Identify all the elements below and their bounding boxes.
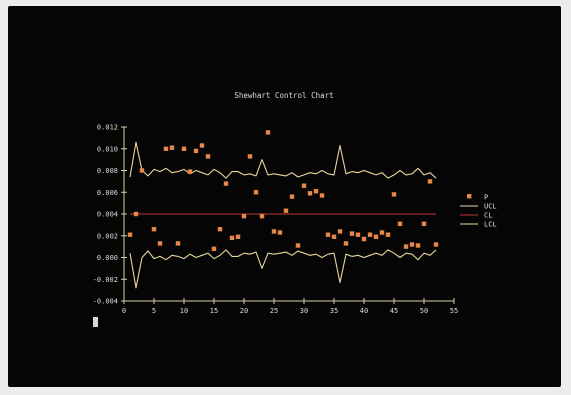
data-point — [169, 145, 175, 150]
x-tick-label: 30 — [300, 307, 308, 315]
data-point — [355, 232, 361, 237]
x-tick-label: 55 — [450, 307, 458, 315]
data-point — [391, 192, 397, 197]
data-point — [139, 168, 145, 173]
legend-marker-p — [467, 194, 472, 199]
data-point — [421, 221, 427, 226]
data-point — [205, 154, 211, 159]
data-point — [199, 143, 205, 148]
text-cursor — [93, 317, 98, 327]
data-point — [247, 154, 253, 159]
data-point — [415, 243, 421, 248]
x-tick-label: 15 — [210, 307, 218, 315]
data-point — [151, 227, 157, 232]
data-point — [349, 231, 355, 236]
data-point — [307, 191, 313, 196]
data-point — [271, 229, 277, 234]
x-tick-label: 20 — [240, 307, 248, 315]
data-point — [409, 242, 415, 247]
data-point — [181, 146, 187, 151]
data-point — [331, 234, 337, 239]
x-tick-label: 25 — [270, 307, 278, 315]
data-point — [367, 232, 373, 237]
data-point — [397, 221, 403, 226]
data-point — [337, 229, 343, 234]
data-point — [187, 169, 193, 174]
data-point — [223, 181, 229, 186]
data-point — [283, 208, 289, 213]
y-tick-label: 0.004 — [97, 211, 118, 219]
y-tick-label: -0.004 — [93, 298, 118, 306]
data-point — [259, 214, 265, 219]
data-point — [433, 242, 439, 247]
data-point — [265, 130, 271, 135]
control-chart: Shewhart Control Chart 0.0120.0100.0080.… — [93, 91, 497, 316]
data-point — [157, 241, 163, 246]
y-tick-label: 0.006 — [97, 189, 118, 197]
legend-label-p: P — [484, 194, 488, 202]
legend-label-ucl: UCL — [484, 203, 497, 211]
data-point — [427, 179, 433, 184]
data-point — [379, 230, 385, 235]
data-point — [295, 243, 301, 248]
legend-label-lcl: LCL — [484, 221, 497, 229]
data-point — [211, 246, 217, 251]
y-tick-label: 0.012 — [97, 124, 118, 132]
y-tick-label: 0.010 — [97, 145, 118, 153]
data-point — [361, 236, 367, 242]
chart-title: Shewhart Control Chart — [234, 91, 333, 100]
data-point — [127, 232, 133, 237]
legend-label-cl: CL — [484, 212, 492, 220]
data-point — [229, 235, 235, 241]
data-point — [133, 211, 139, 217]
y-tick-label: 0.000 — [97, 254, 118, 262]
data-point — [325, 232, 331, 237]
data-point — [253, 190, 259, 195]
x-tick-label: 35 — [330, 307, 338, 315]
x-tick-label: 50 — [420, 307, 428, 315]
x-tick-label: 40 — [360, 307, 368, 315]
data-point — [319, 193, 325, 198]
x-tick-label: 5 — [152, 307, 156, 315]
series-lcl-line — [129, 249, 437, 289]
data-point — [301, 183, 307, 188]
data-point — [385, 232, 391, 237]
y-tick-label: -0.002 — [93, 276, 118, 284]
data-point — [403, 244, 409, 249]
crt-screen: Shewhart Control Chart 0.012 0.010 0.008 0.… — [8, 6, 561, 387]
data-point — [289, 194, 295, 199]
data-point — [235, 234, 241, 239]
data-point — [175, 241, 181, 246]
x-tick-label: 0 — [122, 307, 126, 315]
data-point — [217, 227, 223, 232]
plot-area: 0.012 0.010 0.008 0.006 0.004 0.002 0.000 -0.00… — [93, 124, 459, 316]
data-point — [373, 234, 379, 239]
data-point — [163, 146, 169, 151]
data-point — [193, 148, 199, 154]
y-tick-label: 0.008 — [97, 167, 118, 175]
data-point — [277, 230, 283, 235]
data-point — [313, 189, 319, 194]
x-tick-label: 45 — [390, 307, 398, 315]
y-tick-label: 0.002 — [97, 232, 118, 240]
x-tick-label: 10 — [180, 307, 188, 315]
data-point — [241, 214, 247, 219]
series-ucl-line — [129, 141, 437, 179]
data-point — [343, 241, 349, 246]
